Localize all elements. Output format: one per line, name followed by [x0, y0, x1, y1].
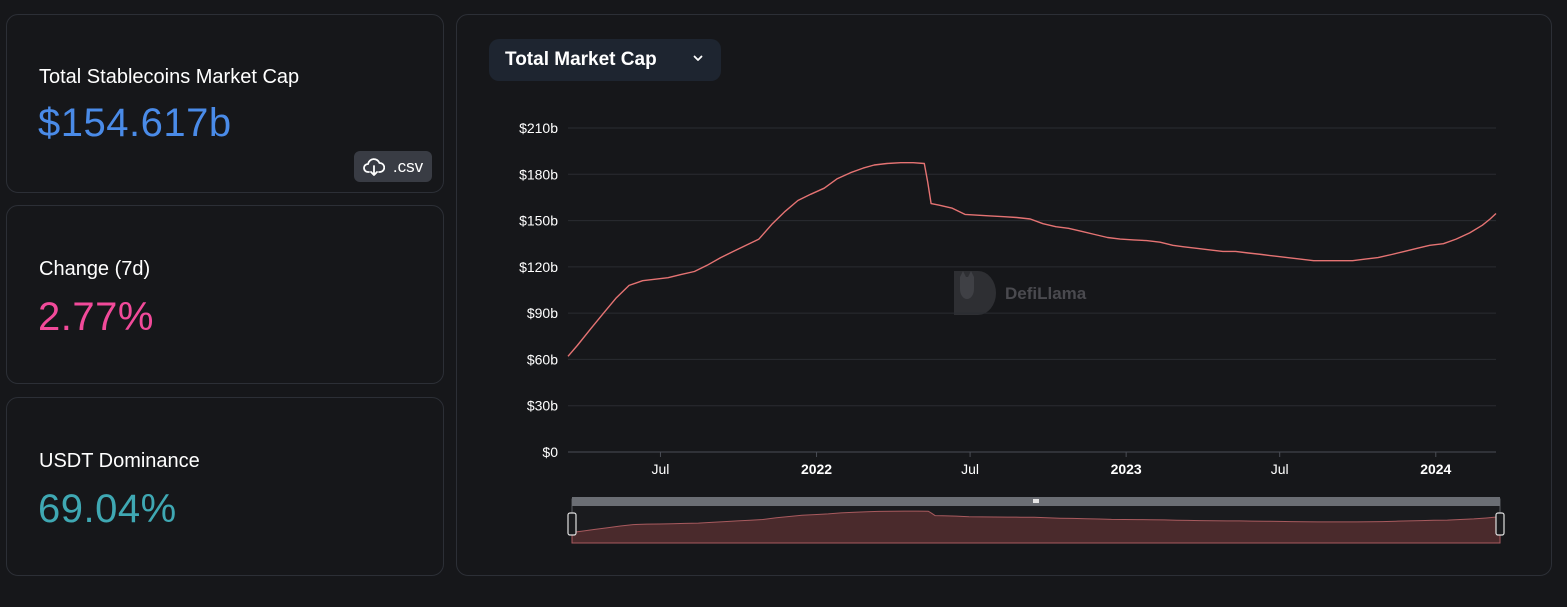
market-cap-card: Total Stablecoins Market Cap $154.617b .…	[6, 14, 444, 193]
download-csv-label: .csv	[392, 156, 424, 176]
market-cap-value: $154.617b	[38, 101, 232, 145]
change-card: Change (7d) 2.77%	[6, 205, 444, 384]
y-tick-label: $210b	[519, 120, 558, 136]
chart-metric-dropdown-label: Total Market Cap	[505, 49, 657, 70]
y-tick-label: $60b	[527, 351, 558, 367]
watermark-text: DefiLlama	[1005, 284, 1087, 303]
x-tick-label: Jul	[1271, 461, 1289, 477]
chart-metric-dropdown[interactable]: Total Market Cap	[489, 39, 721, 81]
x-tick-label: Jul	[961, 461, 979, 477]
x-tick-label: 2022	[801, 461, 832, 477]
range-brush-right-handle	[1495, 512, 1505, 536]
change-value: 2.77%	[38, 295, 154, 339]
llama-logo-icon	[954, 271, 996, 315]
chevron-down-icon	[693, 55, 703, 61]
x-tick-label: 2024	[1420, 461, 1451, 477]
change-label: Change (7d)	[39, 258, 151, 280]
y-tick-label: $150b	[519, 213, 558, 229]
range-brush-area	[571, 510, 1501, 544]
range-brush-grip	[1033, 499, 1039, 503]
market-cap-line	[567, 162, 1497, 357]
x-tick-label: Jul	[652, 461, 670, 477]
market-cap-chart: DefiLlama $0 $30b $60b $90b $120b $150b $180b $2…	[519, 120, 1505, 544]
download-csv-button[interactable]: .csv	[354, 151, 432, 182]
y-tick-label: $120b	[519, 259, 558, 275]
y-tick-label: $90b	[527, 305, 558, 321]
y-tick-label: $30b	[527, 398, 558, 414]
range-brush-left-handle	[567, 512, 577, 536]
dominance-card: USDT Dominance 69.04%	[6, 397, 444, 576]
cloud-download-icon	[362, 157, 385, 176]
chart-card: DefiLlama $0 $30b $60b $90b $120b $150b $180b $2…	[456, 14, 1552, 576]
dominance-label: USDT Dominance	[39, 450, 200, 472]
x-tick-label: 2023	[1111, 461, 1142, 477]
y-tick-label: $0	[542, 444, 558, 460]
dominance-value: 69.04%	[38, 487, 177, 531]
market-cap-label: Total Stablecoins Market Cap	[39, 66, 300, 88]
y-tick-label: $180b	[519, 166, 558, 182]
